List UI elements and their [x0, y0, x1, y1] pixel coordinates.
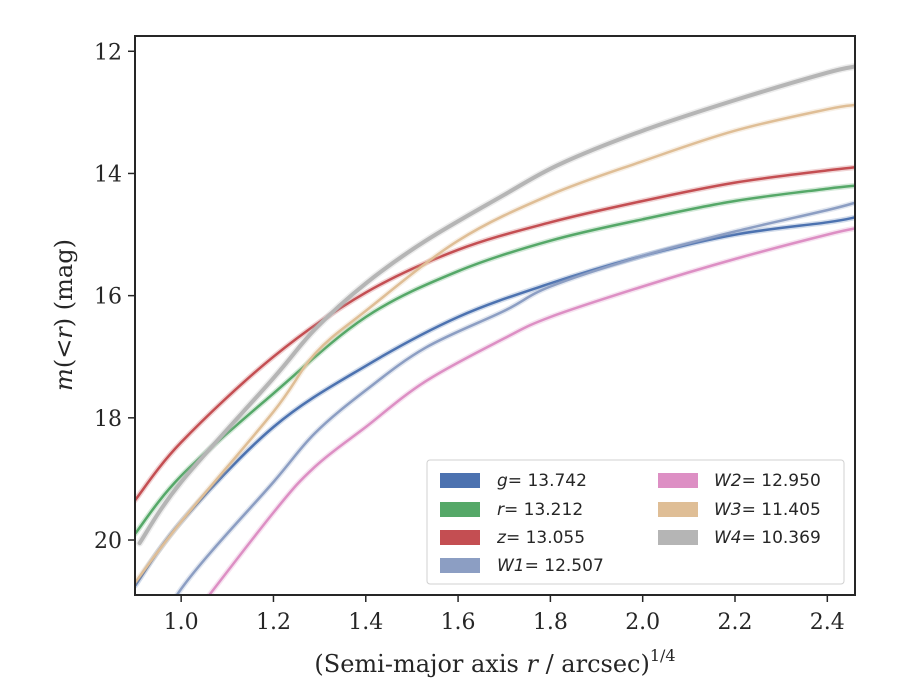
legend-label: W1= 12.507 — [497, 556, 604, 576]
y-tick-label: 16 — [94, 285, 122, 310]
legend-label: g= 13.742 — [497, 471, 587, 491]
series-line-2 — [135, 184, 855, 536]
x-tick-label: 1.6 — [441, 610, 476, 635]
plot-frame — [134, 35, 856, 596]
x-tick-label: 1.8 — [533, 610, 568, 635]
legend-box — [426, 459, 845, 585]
legend-swatch — [440, 502, 480, 517]
series-line-1 — [135, 216, 855, 588]
series-band-4 — [173, 200, 855, 595]
y-tick-label: 18 — [94, 407, 122, 432]
legend-swatch — [440, 558, 480, 573]
y-axis: 12 14 16 18 20 — [94, 40, 135, 554]
x-tick-label: 1.2 — [256, 610, 291, 635]
series-line-5 — [207, 227, 855, 595]
legend-swatch — [440, 473, 480, 488]
series-line-3 — [135, 166, 855, 502]
legend-label: z= 13.055 — [496, 528, 585, 548]
x-axis-title: (Semi-major axis r / arcsec)1/4 — [314, 646, 675, 678]
y-tick-label: 12 — [94, 40, 122, 65]
x-tick-label: 2.0 — [625, 610, 660, 635]
series-line-6 — [135, 103, 855, 585]
y-tick-label: 20 — [94, 529, 122, 554]
legend-label: W3= 11.405 — [714, 500, 821, 520]
legend-label: r= 13.212 — [497, 500, 583, 520]
legend-swatch — [658, 473, 698, 488]
series-line-4 — [175, 201, 855, 595]
x-tick-label: 2.4 — [810, 610, 845, 635]
x-axis: 1.0 1.2 1.4 1.6 1.8 2.0 2.2 2.4 — [164, 595, 845, 635]
legend-swatch — [440, 530, 480, 545]
legend-label: W4= 10.369 — [714, 528, 821, 548]
x-tick-label: 2.2 — [718, 610, 753, 635]
legend: g= 13.742 r= 13.212 z= 13.055 W1= 12.507 W2=… — [426, 459, 845, 585]
legend-label: W2= 12.950 — [714, 471, 821, 491]
y-axis-title: m(<r) (mag) — [50, 239, 78, 391]
legend-swatch — [658, 530, 698, 545]
x-tick-label: 1.4 — [348, 610, 383, 635]
legend-swatch — [658, 502, 698, 517]
series-line-7 — [137, 64, 855, 546]
series-layer — [135, 63, 855, 595]
y-tick-label: 14 — [94, 162, 122, 187]
x-tick-label: 1.0 — [164, 610, 199, 635]
